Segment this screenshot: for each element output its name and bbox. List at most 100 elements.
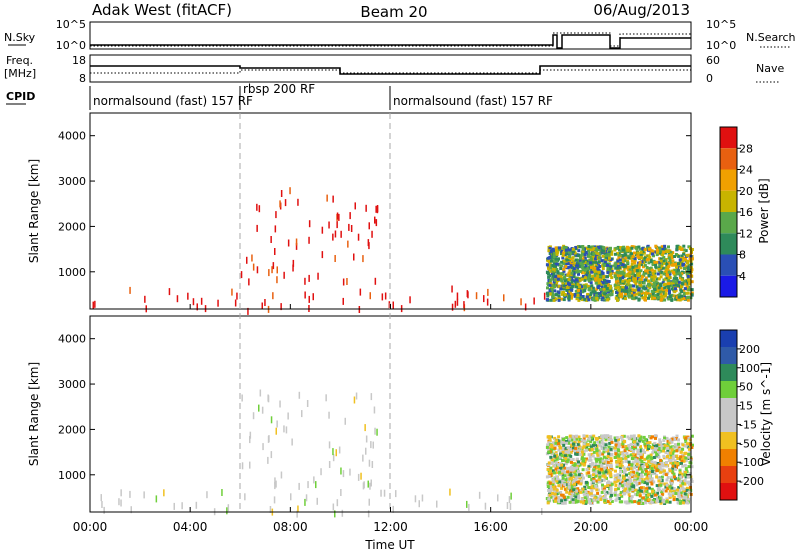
data-mark [670, 293, 674, 297]
data-mark [258, 205, 261, 213]
data-mark [684, 249, 688, 253]
data-mark [587, 296, 591, 300]
data-mark [584, 500, 588, 504]
data-mark [572, 272, 576, 276]
data-mark [679, 450, 683, 454]
data-mark [562, 458, 566, 462]
data-mark [487, 288, 489, 296]
data-mark [338, 213, 340, 221]
data-mark [577, 449, 580, 453]
data-mark [679, 475, 683, 479]
data-mark [674, 287, 677, 291]
data-mark [646, 493, 650, 497]
data-mark [347, 240, 349, 248]
data-mark [675, 265, 679, 269]
data-mark [551, 469, 555, 473]
data-mark [687, 490, 691, 494]
data-mark [590, 489, 594, 493]
freq-trace [90, 65, 691, 75]
data-mark [662, 472, 666, 476]
data-mark [687, 455, 690, 459]
data-mark [585, 295, 589, 299]
data-mark [632, 440, 636, 444]
data-mark [615, 465, 619, 469]
data-mark [573, 268, 577, 272]
data-mark [569, 257, 573, 261]
data-mark [275, 427, 277, 435]
data-mark [609, 289, 613, 293]
data-mark [581, 501, 585, 505]
data-mark [304, 291, 306, 299]
data-mark [673, 461, 677, 465]
data-mark [587, 453, 591, 457]
data-mark [559, 274, 563, 278]
data-mark [621, 474, 625, 478]
data-mark [609, 273, 613, 277]
data-mark [640, 275, 644, 279]
data-mark [568, 466, 572, 470]
data-mark [587, 245, 591, 248]
data-mark [650, 487, 654, 491]
data-mark [558, 464, 562, 468]
data-mark [625, 467, 629, 471]
data-mark [571, 247, 575, 251]
data-mark [619, 462, 623, 466]
data-mark [374, 277, 377, 285]
data-mark [633, 453, 637, 457]
data-mark [662, 454, 666, 458]
data-mark [549, 495, 553, 499]
data-mark [256, 224, 258, 232]
data-mark [601, 436, 605, 440]
data-mark [418, 500, 420, 508]
data-mark [376, 428, 378, 436]
data-mark [101, 501, 103, 508]
data-mark [627, 482, 631, 486]
data-mark [660, 270, 664, 274]
data-mark [685, 272, 689, 276]
data-mark [690, 480, 694, 483]
data-mark [572, 263, 576, 267]
data-mark [637, 451, 641, 455]
data-mark [690, 288, 694, 292]
data-mark [571, 464, 575, 468]
data-mark [559, 264, 563, 268]
data-mark [675, 454, 679, 458]
data-mark [565, 466, 569, 470]
data-mark [276, 276, 278, 284]
data-mark [562, 291, 565, 295]
data-mark [569, 473, 573, 477]
data-mark [273, 496, 276, 504]
data-mark [621, 263, 625, 267]
data-mark [573, 254, 577, 258]
data-mark [595, 266, 599, 270]
data-mark [297, 198, 299, 206]
colorbar-swatch [720, 127, 737, 149]
data-mark [685, 291, 689, 295]
nsky-trace [90, 34, 691, 49]
data-mark [647, 279, 650, 283]
data-mark [626, 484, 630, 488]
data-mark [592, 477, 596, 481]
data-mark [576, 464, 580, 468]
data-mark [651, 489, 654, 493]
data-mark [575, 466, 579, 470]
data-mark [582, 437, 586, 441]
data-mark [664, 485, 668, 489]
data-mark [621, 261, 625, 264]
data-mark [667, 276, 671, 280]
x-tick-label: 20:00 [574, 520, 609, 534]
data-mark [673, 255, 677, 258]
data-mark [590, 266, 593, 269]
data-mark [666, 455, 669, 458]
freq-tick-bottom: 8 [79, 72, 86, 85]
data-mark [681, 501, 685, 505]
colorbar-tick-label: -200 [739, 475, 764, 488]
data-mark [241, 462, 244, 470]
data-mark [624, 456, 628, 460]
data-mark [577, 298, 581, 302]
data-mark [570, 288, 574, 292]
data-mark [580, 285, 584, 289]
data-mark [609, 435, 613, 439]
data-mark [566, 451, 570, 455]
data-mark [555, 465, 559, 469]
